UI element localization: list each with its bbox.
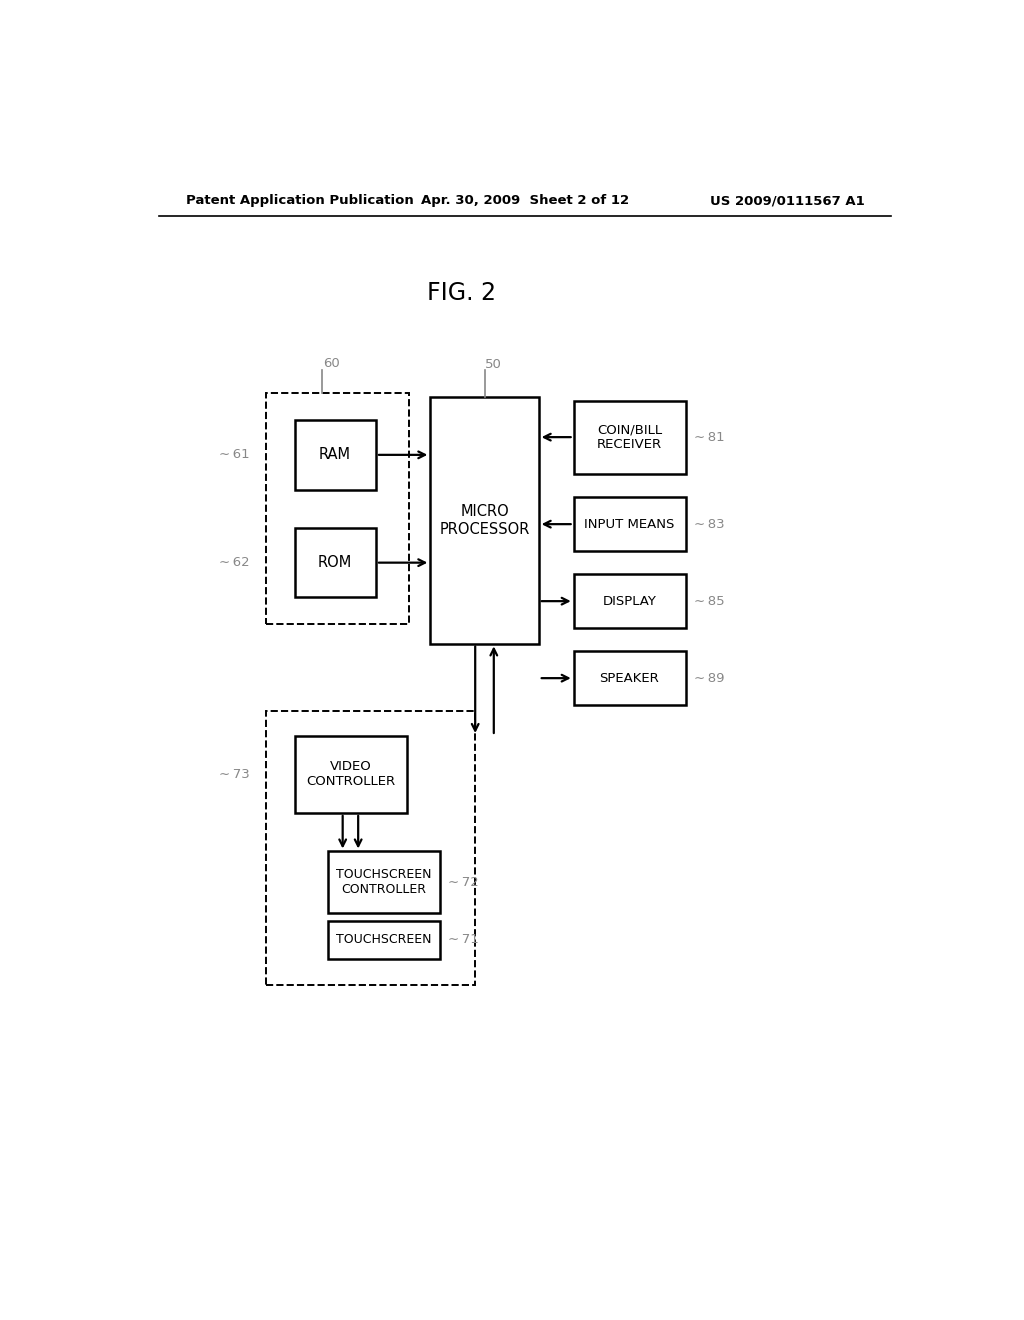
Bar xyxy=(328,851,440,913)
Text: ∼ 85: ∼ 85 xyxy=(693,594,724,607)
Bar xyxy=(573,574,686,628)
Text: ROM: ROM xyxy=(317,556,352,570)
Text: MICRO
PROCESSOR: MICRO PROCESSOR xyxy=(439,504,529,536)
Text: TOUCHSCREEN
CONTROLLER: TOUCHSCREEN CONTROLLER xyxy=(336,869,431,896)
Bar xyxy=(295,737,407,813)
Text: SPEAKER: SPEAKER xyxy=(599,672,659,685)
Text: RAM: RAM xyxy=(318,447,351,462)
Text: ∼ 83: ∼ 83 xyxy=(693,517,724,531)
Text: US 2009/0111567 A1: US 2009/0111567 A1 xyxy=(710,194,864,207)
Text: Patent Application Publication: Patent Application Publication xyxy=(186,194,414,207)
Text: ∼ 71: ∼ 71 xyxy=(449,933,479,946)
Bar xyxy=(573,651,686,705)
Text: 60: 60 xyxy=(323,358,339,371)
Bar xyxy=(328,921,440,960)
Bar xyxy=(573,401,686,474)
Text: FIG. 2: FIG. 2 xyxy=(427,281,496,305)
Bar xyxy=(295,528,376,598)
Text: ∼ 62: ∼ 62 xyxy=(219,556,250,569)
Text: Apr. 30, 2009  Sheet 2 of 12: Apr. 30, 2009 Sheet 2 of 12 xyxy=(421,194,629,207)
Text: ∼ 73: ∼ 73 xyxy=(219,768,250,781)
Text: ∼ 72: ∼ 72 xyxy=(449,875,479,888)
Text: ∼ 61: ∼ 61 xyxy=(219,449,250,462)
Bar xyxy=(573,498,686,552)
Text: INPUT MEANS: INPUT MEANS xyxy=(585,517,675,531)
Bar xyxy=(295,420,376,490)
Bar xyxy=(266,711,475,985)
Text: 50: 50 xyxy=(485,358,502,371)
Text: ∼ 81: ∼ 81 xyxy=(693,430,724,444)
Text: DISPLAY: DISPLAY xyxy=(602,594,656,607)
Text: TOUCHSCREEN: TOUCHSCREEN xyxy=(336,933,431,946)
Bar xyxy=(266,393,410,624)
Text: COIN/BILL
RECEIVER: COIN/BILL RECEIVER xyxy=(597,424,662,451)
Text: VIDEO
CONTROLLER: VIDEO CONTROLLER xyxy=(306,760,395,788)
Bar xyxy=(430,397,539,644)
Text: ∼ 89: ∼ 89 xyxy=(693,672,724,685)
